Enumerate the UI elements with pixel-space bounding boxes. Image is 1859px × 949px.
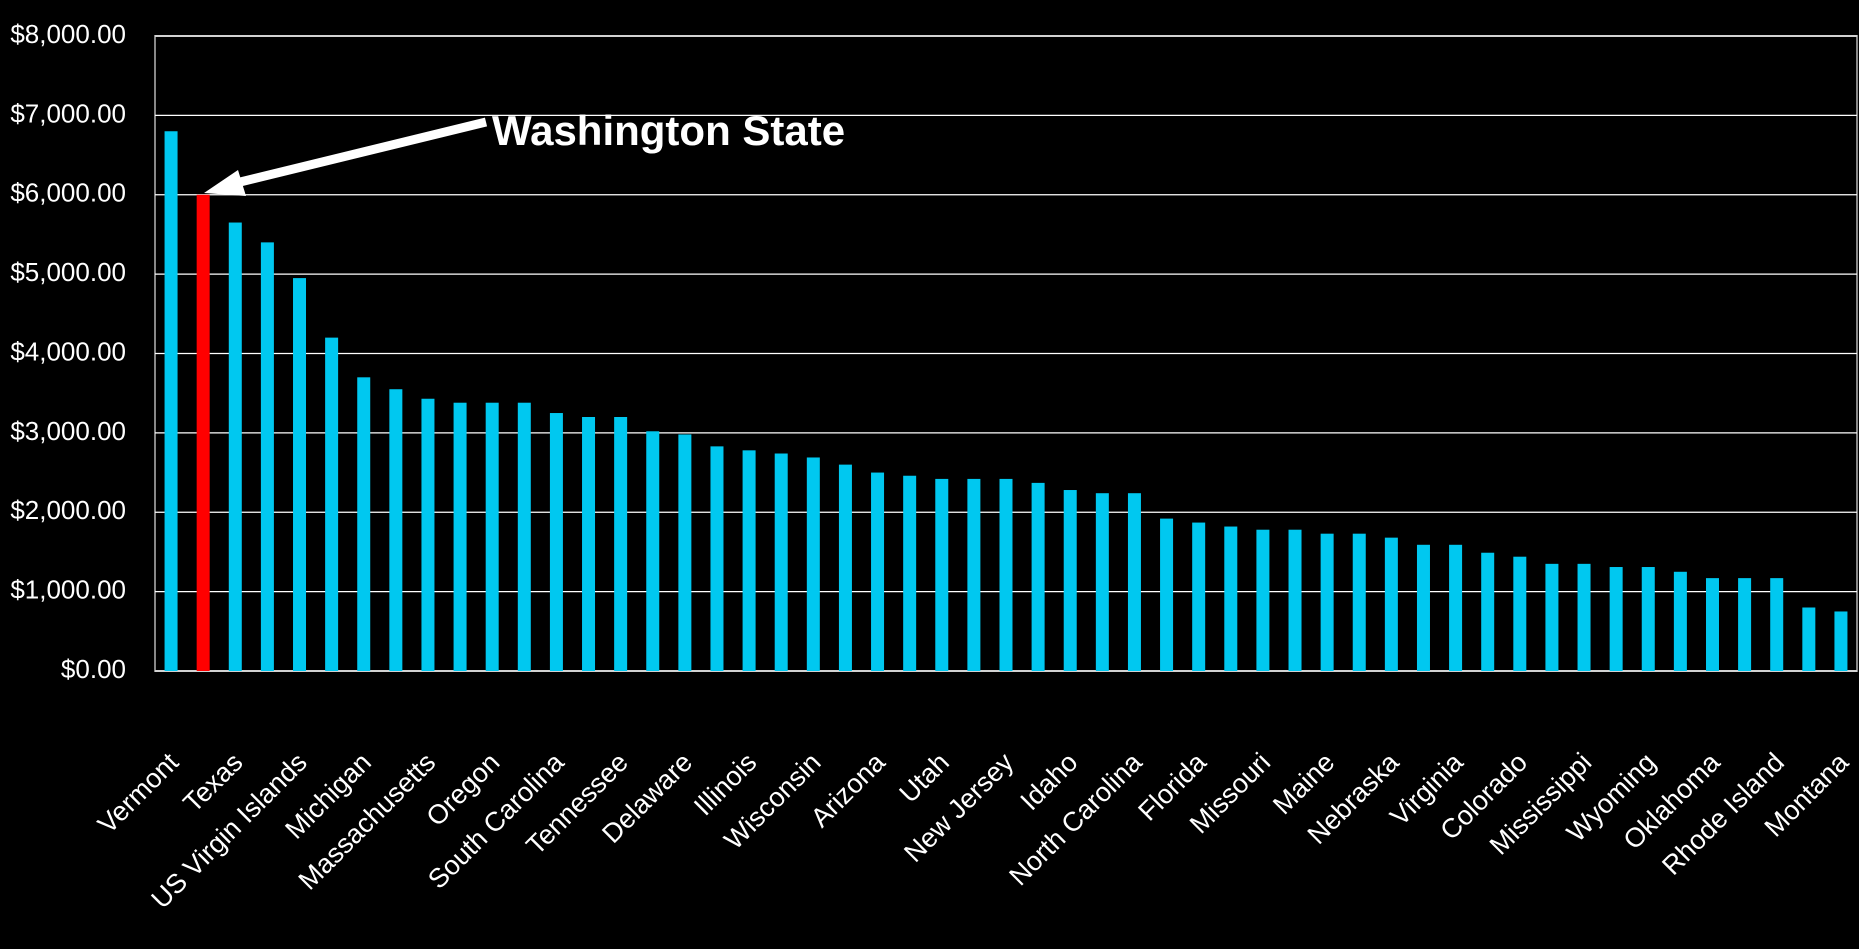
y-tick-label: $5,000.00 [10, 257, 126, 287]
bar [1288, 529, 1302, 671]
bar [967, 478, 981, 671]
arrow-head [204, 170, 246, 196]
bar [1384, 537, 1398, 671]
x-tick-label: Vermont [92, 747, 185, 840]
bar [710, 446, 724, 671]
y-tick-label: $4,000.00 [10, 336, 126, 366]
bar [1738, 578, 1752, 671]
bar [325, 337, 339, 671]
bar [196, 194, 210, 671]
bar [293, 278, 307, 671]
marks: $0.00 $1,000.00 $2,000.00 $3,000.00 $4,000.0… [10, 19, 1857, 914]
bar [903, 475, 917, 671]
bar [1609, 567, 1623, 671]
y-tick-label: $0.00 [61, 654, 126, 684]
bar [1192, 522, 1206, 671]
y-tick-label: $7,000.00 [10, 98, 126, 128]
y-tick-label: $3,000.00 [10, 416, 126, 446]
bar [1224, 526, 1238, 671]
y-tick-label: $1,000.00 [10, 575, 126, 605]
bar [1577, 563, 1591, 671]
bar [228, 222, 242, 671]
bar [485, 402, 499, 671]
bar [774, 453, 788, 671]
bar [1834, 611, 1848, 671]
bar [999, 478, 1013, 671]
bar [1416, 544, 1430, 671]
bar [1352, 533, 1366, 671]
bar [357, 377, 371, 671]
bar [1513, 556, 1527, 671]
bar [742, 450, 756, 671]
bar [838, 464, 852, 671]
bar [678, 434, 692, 671]
y-tick-label: $6,000.00 [10, 178, 126, 208]
y-tick-label: $2,000.00 [10, 495, 126, 525]
bar [1802, 607, 1816, 671]
bar [935, 478, 949, 671]
x-tick-label: Arizona [805, 746, 892, 833]
bar [517, 402, 531, 671]
arrow-shaft [230, 117, 488, 189]
bar [1705, 578, 1719, 671]
bar [1127, 493, 1141, 671]
bar [549, 413, 563, 671]
bar [614, 417, 628, 671]
bar [421, 398, 435, 671]
bar [871, 472, 885, 671]
bar [1449, 544, 1463, 671]
annotation: Washington State [492, 107, 845, 154]
bar [1320, 533, 1334, 671]
bar [1770, 578, 1784, 671]
bar [806, 457, 820, 671]
bar [389, 389, 403, 671]
bar [1031, 482, 1045, 671]
bar [260, 242, 274, 671]
bar [1673, 571, 1687, 671]
bar [1545, 563, 1559, 671]
bar [1481, 552, 1495, 671]
bar [164, 131, 178, 671]
bar [646, 431, 660, 671]
bar [1063, 490, 1077, 671]
bar [1256, 529, 1270, 671]
bar [1641, 567, 1655, 671]
bar [1160, 518, 1174, 671]
bar [453, 402, 467, 671]
bar [1095, 493, 1109, 671]
y-tick-label: $8,000.00 [10, 19, 126, 49]
bar [582, 417, 596, 671]
